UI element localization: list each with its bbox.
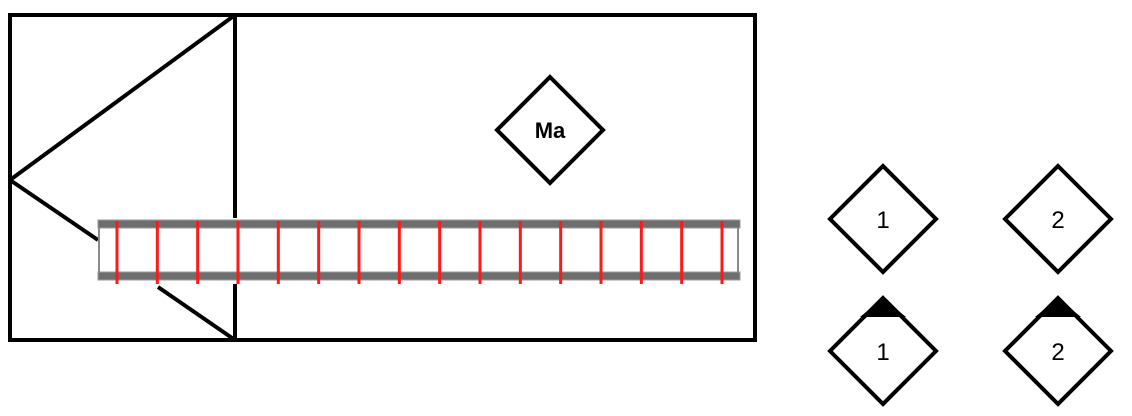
- ladder-rail-top: [97, 219, 741, 229]
- legend-marked-1-marker: [860, 298, 906, 317]
- legend-marked-1-label: 1: [876, 339, 889, 366]
- diagonal-lower: [8, 178, 100, 242]
- diagonal-upper: [8, 13, 237, 182]
- legend-plain-1: 1: [827, 163, 939, 275]
- ladder-rungs: [115, 221, 724, 284]
- legend-plain-2: 2: [1002, 163, 1114, 275]
- diagonal-bottom: [156, 285, 237, 342]
- main-outline: [8, 13, 757, 342]
- legend-plain-2-label: 2: [1051, 207, 1064, 234]
- legend-marked-1: 1: [827, 295, 939, 407]
- ladder-rail-bottom: [97, 271, 741, 281]
- ladder: [97, 218, 741, 284]
- right-compartment: [233, 13, 757, 342]
- legend-marked-1-shape: [827, 295, 939, 407]
- left-compartment: [8, 13, 237, 342]
- legend-marked-2-marker: [1035, 298, 1081, 317]
- legend-marked-2-shape: [1002, 295, 1114, 407]
- legend-marked-2-label: 2: [1051, 339, 1064, 366]
- legend-plain-1-label: 1: [876, 207, 889, 234]
- legend-plain-1-shape: [827, 163, 939, 275]
- legend-marked-2: 2: [1002, 295, 1114, 407]
- main-label-text: Ma: [535, 118, 566, 143]
- legend-plain-2-shape: [1002, 163, 1114, 275]
- main-label-shape: [494, 74, 606, 186]
- main-label-diamond: Ma: [494, 74, 606, 186]
